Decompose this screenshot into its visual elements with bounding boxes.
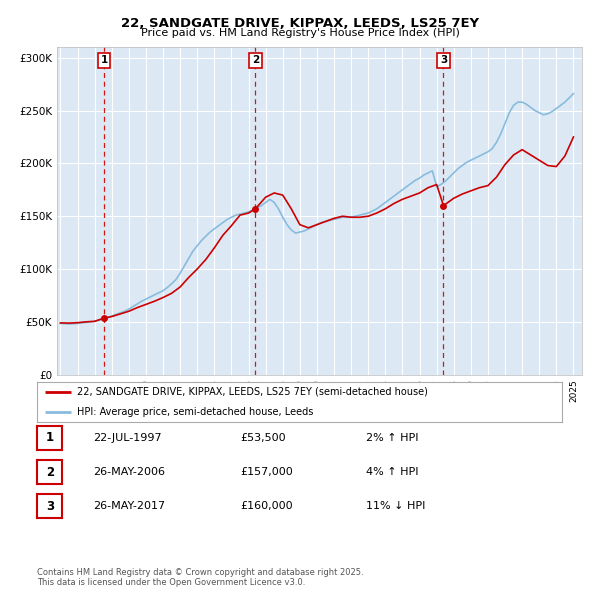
Text: 2% ↑ HPI: 2% ↑ HPI: [366, 433, 419, 442]
Text: 3: 3: [46, 500, 54, 513]
Text: 11% ↓ HPI: 11% ↓ HPI: [366, 502, 425, 511]
Text: HPI: Average price, semi-detached house, Leeds: HPI: Average price, semi-detached house,…: [77, 407, 313, 417]
Text: 26-MAY-2017: 26-MAY-2017: [93, 502, 165, 511]
Text: Price paid vs. HM Land Registry's House Price Index (HPI): Price paid vs. HM Land Registry's House …: [140, 28, 460, 38]
Text: 1: 1: [100, 55, 107, 65]
Text: 4% ↑ HPI: 4% ↑ HPI: [366, 467, 419, 477]
Text: 2: 2: [46, 466, 54, 478]
Text: 22, SANDGATE DRIVE, KIPPAX, LEEDS, LS25 7EY: 22, SANDGATE DRIVE, KIPPAX, LEEDS, LS25 …: [121, 17, 479, 30]
Text: 22, SANDGATE DRIVE, KIPPAX, LEEDS, LS25 7EY (semi-detached house): 22, SANDGATE DRIVE, KIPPAX, LEEDS, LS25 …: [77, 387, 427, 396]
Text: £160,000: £160,000: [240, 502, 293, 511]
Text: 1: 1: [46, 431, 54, 444]
Text: £53,500: £53,500: [240, 433, 286, 442]
Text: 3: 3: [440, 55, 447, 65]
Text: 2: 2: [252, 55, 259, 65]
Text: 26-MAY-2006: 26-MAY-2006: [93, 467, 165, 477]
Text: Contains HM Land Registry data © Crown copyright and database right 2025.
This d: Contains HM Land Registry data © Crown c…: [37, 568, 364, 587]
Text: 22-JUL-1997: 22-JUL-1997: [93, 433, 161, 442]
Text: £157,000: £157,000: [240, 467, 293, 477]
